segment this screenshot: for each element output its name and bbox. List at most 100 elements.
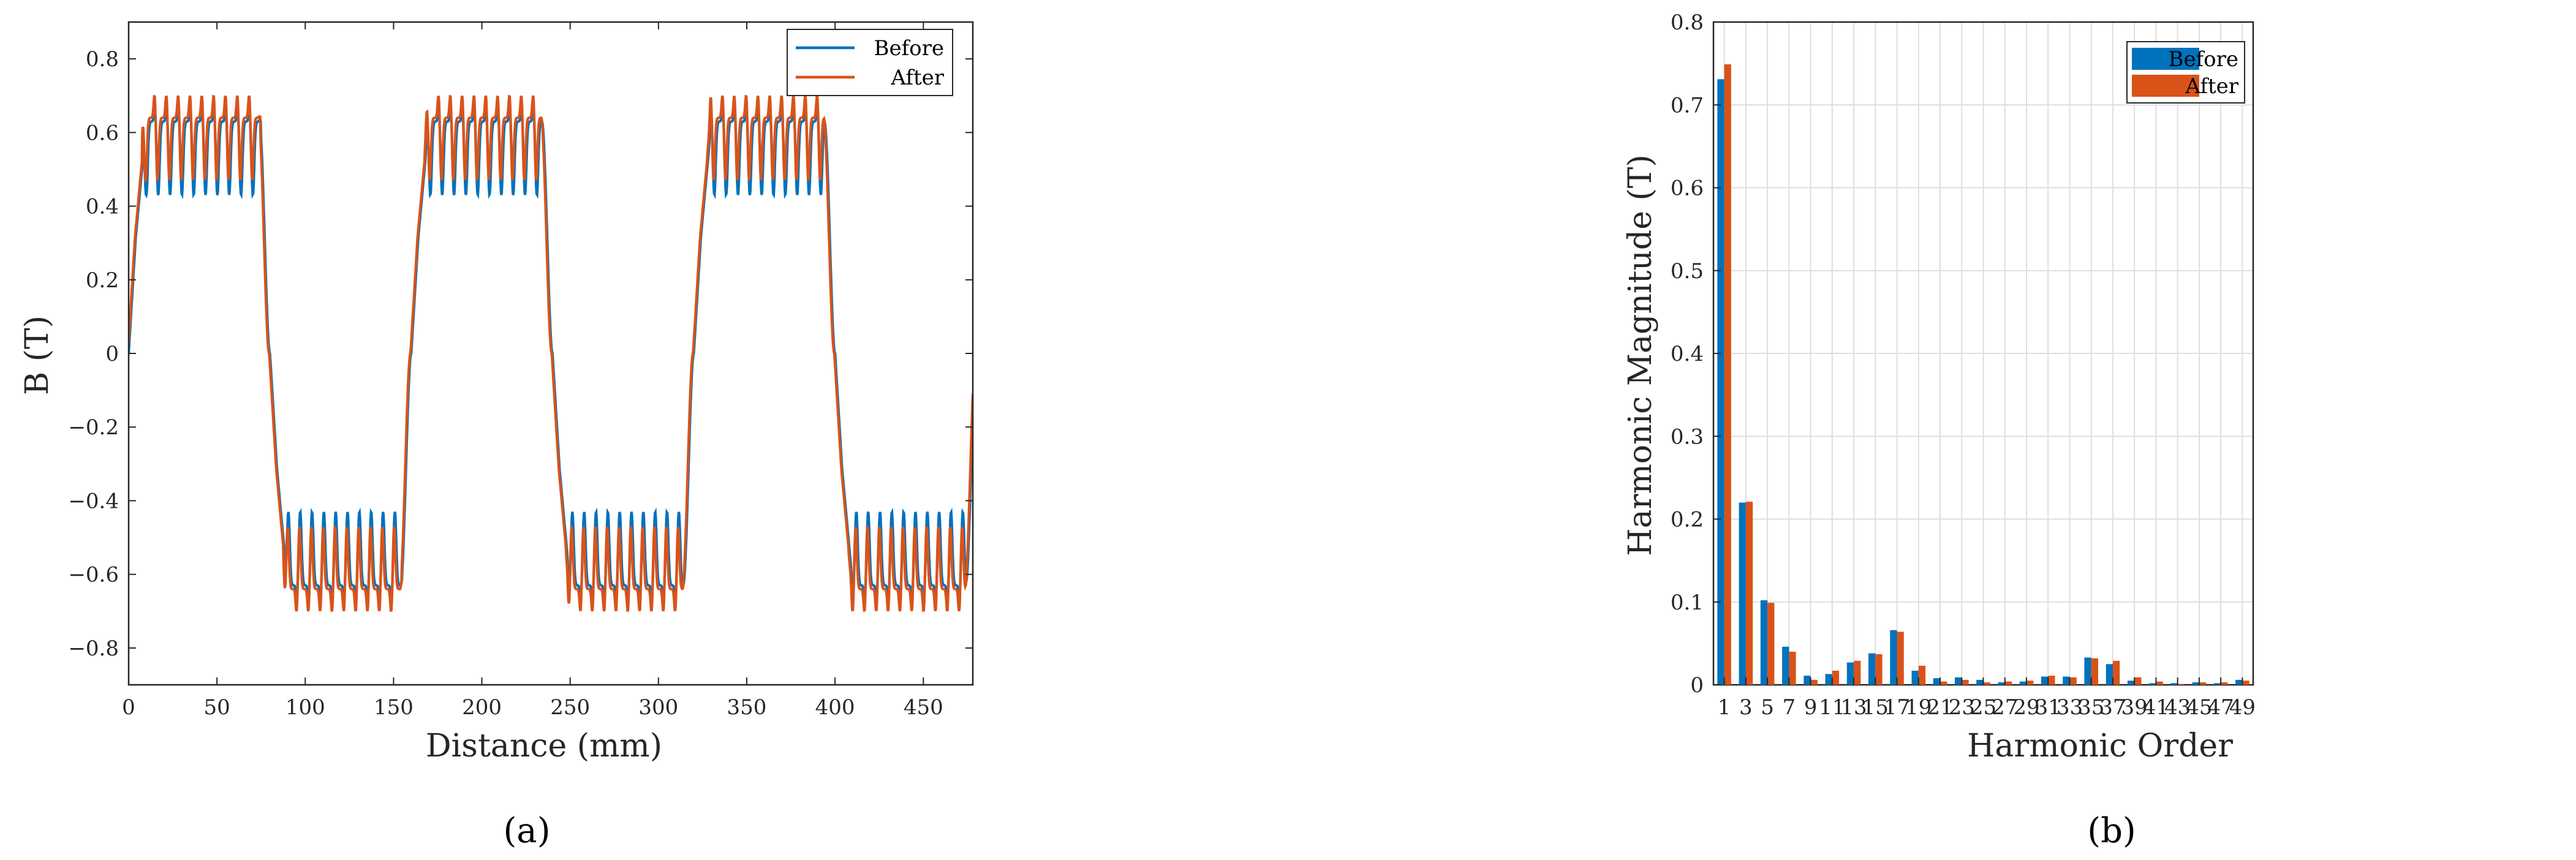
x-tick-label: 5 — [1761, 695, 1774, 720]
bar-after-h15 — [1875, 654, 1883, 685]
y-tick-label: 0.5 — [1671, 259, 1704, 284]
bar-after-h31 — [2048, 676, 2055, 685]
bar-before-h11 — [1825, 674, 1832, 685]
y-tick-label: 0.1 — [1671, 590, 1704, 615]
chart-b-y-axis-label: Harmonic Magnitude (T) — [1622, 154, 1659, 556]
legend-swatch-after — [2132, 75, 2199, 97]
y-tick-label: 0.6 — [1671, 176, 1704, 201]
chart-a-x-axis: 0 50 100 150 200 250 300 350 400 450 — [122, 22, 943, 720]
x-tick-label: 50 — [204, 695, 230, 720]
bar-before-h31 — [2041, 676, 2049, 685]
x-tick-label: 21 — [1927, 695, 1953, 720]
x-tick-label: 250 — [550, 695, 590, 720]
chart-a-line-plot: 0 50 100 150 200 250 300 350 400 450 −0.8 −0.6 −0.4… — [19, 21, 974, 851]
x-tick-label: 39 — [2121, 695, 2148, 720]
legend-box — [787, 29, 953, 96]
bar-after-h25 — [1983, 682, 1990, 685]
bar-after-h3 — [1745, 502, 1753, 685]
panel-a-label: (a) — [503, 811, 550, 851]
bar-after-h39 — [2134, 677, 2142, 685]
chart-b-x-axis-label: Harmonic Order — [1967, 728, 2233, 764]
x-tick-label: 15 — [1862, 695, 1889, 720]
bar-before-h47 — [2213, 683, 2221, 685]
x-tick-label: 35 — [2078, 695, 2104, 720]
x-tick-label: 19 — [1905, 695, 1932, 720]
bar-after-h9 — [1810, 679, 1818, 685]
bar-after-h21 — [1940, 681, 1947, 685]
legend-label-after: After — [2185, 74, 2238, 99]
chart-b-bar-chart: 1 3 5 7 9 11131517192123252729313335373941434… — [1622, 10, 2256, 851]
y-tick-label: 0 — [105, 342, 119, 366]
bar-before-h45 — [2192, 682, 2199, 685]
bar-after-h29 — [2026, 681, 2034, 685]
bar-after-h43 — [2177, 684, 2185, 685]
bar-after-h41 — [2156, 681, 2163, 685]
x-tick-label: 9 — [1804, 695, 1818, 720]
bar-before-h23 — [1955, 677, 1962, 685]
bar-before-h33 — [2063, 676, 2070, 685]
bar-after-h5 — [1767, 603, 1775, 685]
x-tick-label: 17 — [1884, 695, 1910, 720]
bar-after-h23 — [1962, 679, 1969, 685]
x-tick-label: 7 — [1783, 695, 1796, 720]
bar-before-h29 — [2019, 681, 2026, 685]
x-tick-label: 200 — [462, 695, 502, 720]
chart-b-x-axis: 1 3 5 7 9 11131517192123252729313335373941434… — [1718, 677, 2256, 720]
y-tick-label: 0.4 — [86, 195, 119, 219]
x-tick-label: 1 — [1718, 695, 1731, 720]
x-tick-label: 450 — [904, 695, 943, 720]
x-tick-label: 43 — [2164, 695, 2191, 720]
x-tick-label: 37 — [2099, 695, 2126, 720]
x-tick-label: 31 — [2035, 695, 2061, 720]
bar-before-h21 — [1933, 678, 1940, 685]
chart-a-y-axis: −0.8 −0.6 −0.4 −0.2 0 0.2 0.4 0.6 0.8 — [68, 47, 973, 661]
bar-after-h7 — [1789, 651, 1796, 685]
y-tick-label: −0.8 — [68, 636, 119, 661]
y-tick-label: 0.4 — [1671, 342, 1704, 366]
bar-after-h27 — [2004, 681, 2012, 685]
bar-after-h35 — [2091, 658, 2098, 685]
y-tick-label: 0.8 — [1671, 10, 1704, 35]
bar-before-h37 — [2106, 664, 2113, 685]
chart-a-legend: Before After — [787, 29, 953, 96]
x-tick-label: 45 — [2186, 695, 2212, 720]
bar-after-h17 — [1897, 632, 1904, 685]
y-tick-label: 0.8 — [86, 47, 119, 72]
x-tick-label: 27 — [1992, 695, 2018, 720]
x-tick-label: 41 — [2143, 695, 2169, 720]
chart-b-y-axis: 0 0.1 0.2 0.3 0.4 0.5 0.6 0.7 0.8 — [1671, 10, 1721, 698]
bar-before-h15 — [1868, 653, 1876, 685]
chart-a-y-axis-label: B (T) — [19, 315, 56, 395]
x-tick-label: 29 — [2013, 695, 2039, 720]
x-tick-label: 150 — [374, 695, 414, 720]
series-line-after — [129, 94, 973, 613]
y-tick-label: 0.2 — [86, 268, 119, 293]
x-tick-label: 33 — [2057, 695, 2083, 720]
x-tick-label: 47 — [2208, 695, 2234, 720]
bar-after-h45 — [2199, 682, 2207, 685]
bar-before-h1 — [1717, 79, 1724, 685]
chart-a-x-axis-label: Distance (mm) — [426, 728, 662, 764]
bar-before-h41 — [2149, 683, 2156, 685]
legend-swatch-before — [2132, 48, 2199, 70]
y-tick-label: 0.3 — [1671, 424, 1704, 449]
x-tick-label: 3 — [1739, 695, 1753, 720]
bar-before-h7 — [1782, 646, 1789, 685]
legend-label-before: Before — [874, 36, 944, 61]
y-tick-label: −0.4 — [68, 489, 119, 513]
bar-after-h47 — [2221, 682, 2228, 685]
panel-b-label: (b) — [2087, 811, 2136, 851]
chart-b-bars — [1717, 64, 2249, 685]
x-tick-label: 300 — [638, 695, 678, 720]
legend-label-before: Before — [2168, 47, 2238, 72]
x-tick-label: 11 — [1819, 695, 1845, 720]
x-tick-label: 400 — [815, 695, 855, 720]
y-tick-label: 0 — [1690, 673, 1704, 698]
bar-before-h25 — [1976, 679, 1984, 685]
bar-before-h27 — [1998, 682, 2005, 685]
bar-before-h3 — [1739, 502, 1746, 685]
bar-after-h11 — [1832, 671, 1840, 685]
bar-after-h19 — [1918, 665, 1926, 685]
